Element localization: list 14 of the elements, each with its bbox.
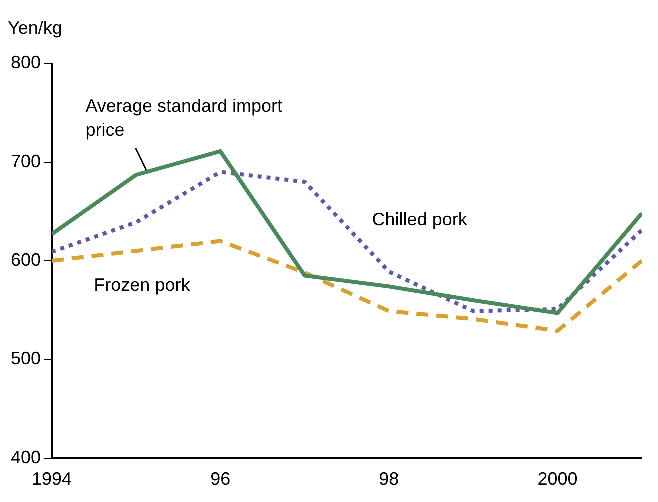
y-tick-label: 500 bbox=[10, 348, 42, 369]
y-tick-label: 800 bbox=[10, 52, 42, 73]
y-tick-label: 600 bbox=[10, 250, 42, 270]
series-label: Frozen pork bbox=[94, 274, 192, 295]
x-tick-label: 1994 bbox=[32, 469, 72, 490]
y-tick-label: 700 bbox=[10, 151, 42, 172]
y-axis-title: Yen/kg bbox=[8, 18, 62, 38]
series-label: Chilled pork bbox=[372, 210, 468, 230]
x-tick-label: 98 bbox=[379, 469, 400, 490]
line-series bbox=[52, 239, 642, 334]
x-tick-label: 96 bbox=[210, 469, 231, 490]
x-tick-label: 2000 bbox=[538, 469, 578, 490]
text: Average standard import price bbox=[86, 96, 283, 140]
y-tick-label: 400 bbox=[10, 447, 42, 468]
